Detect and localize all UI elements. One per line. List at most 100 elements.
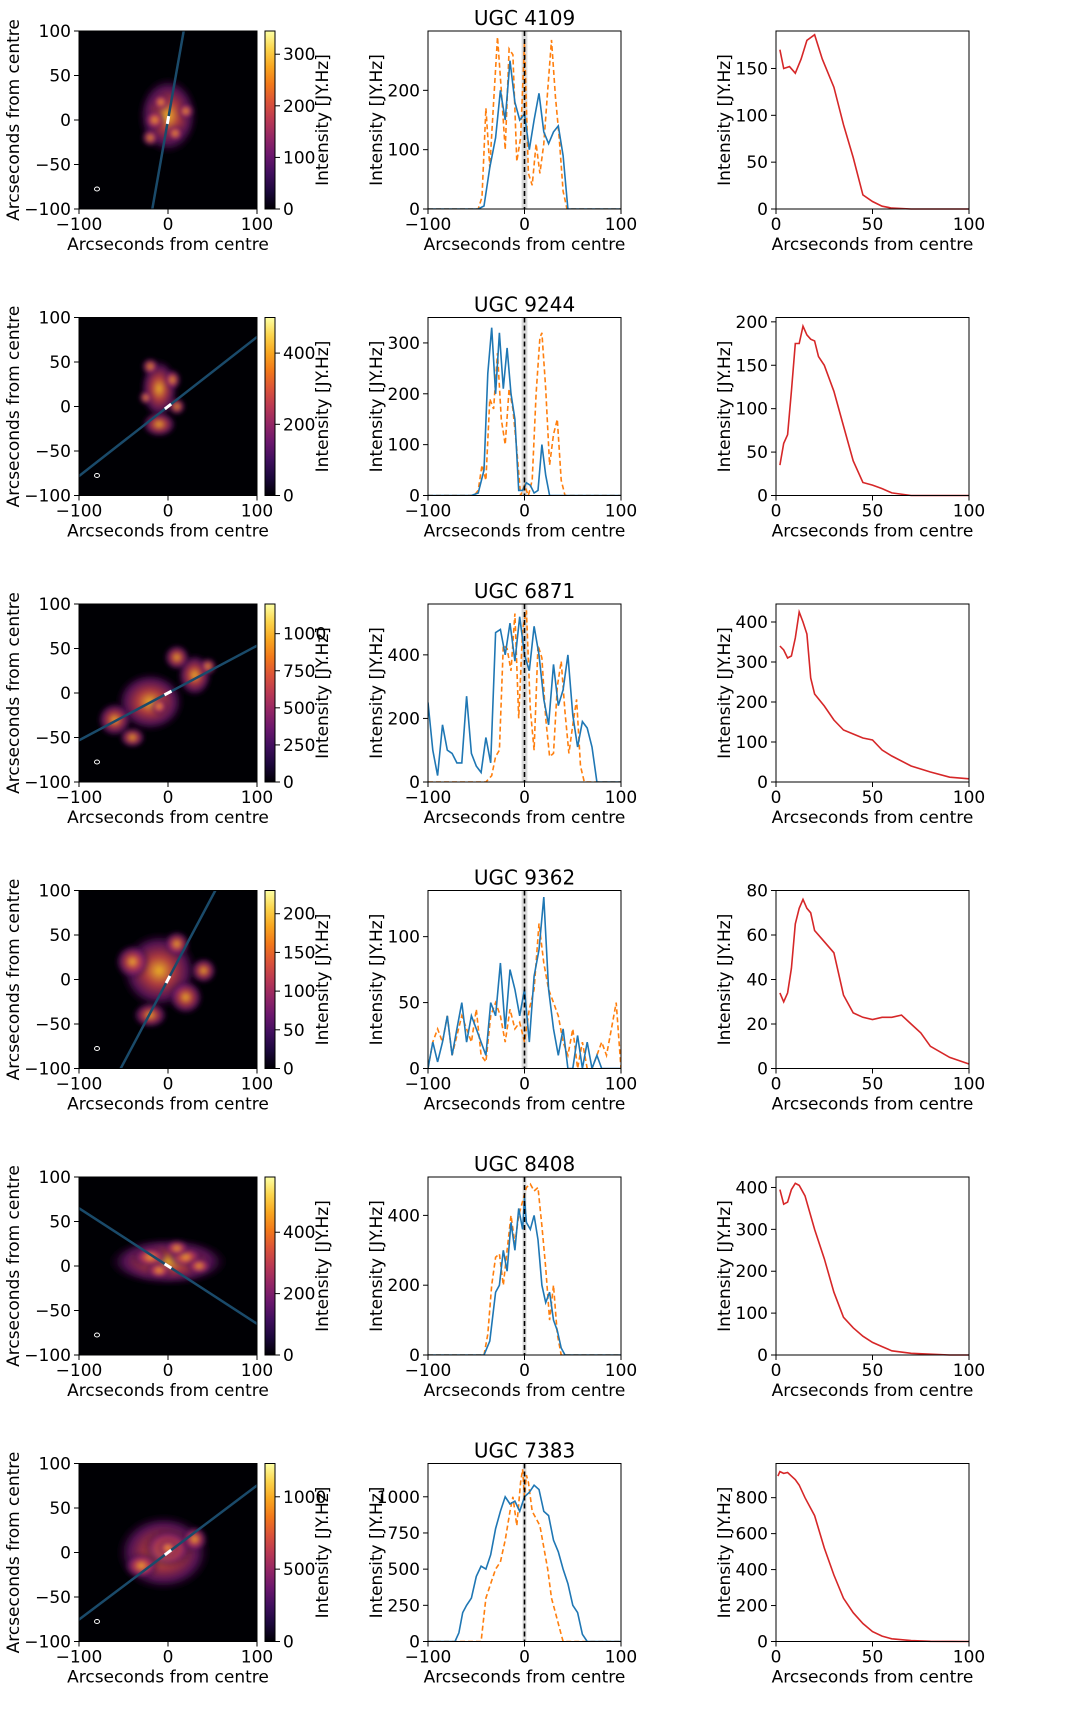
emission-blobs	[105, 1236, 231, 1287]
radial-ylabel: Intensity [JY.Hz]	[715, 341, 735, 473]
profile-xlabel: Arcseconds from centre	[424, 1668, 626, 1688]
profile-xlabel: Arcseconds from centre	[424, 522, 626, 542]
profile-ytick-label: 250	[388, 1596, 420, 1616]
radial-series	[777, 1470, 970, 1643]
colorbar-tick-label: 400	[283, 1223, 315, 1243]
emission-blob	[138, 390, 153, 405]
map-xtick-label: −100	[56, 1075, 103, 1095]
map-xtick-label: 0	[163, 788, 174, 808]
radial-ylabel: Intensity [JY.Hz]	[715, 627, 735, 759]
profile-series-solid	[428, 1197, 621, 1355]
profile-series-dashed	[428, 610, 621, 782]
radial-ytick-label: 300	[736, 653, 768, 673]
beam-ellipse	[94, 473, 100, 478]
radial-ylabel: Intensity [JY.Hz]	[715, 54, 735, 186]
beam-ellipse	[94, 759, 100, 765]
colorbar-tick-label: 100	[283, 148, 315, 168]
profile-ytick-label: 100	[388, 141, 420, 161]
map-ytick-label: −100	[24, 200, 71, 220]
colorbar-tick-label: 0	[283, 200, 294, 220]
radial-xtick-label: 100	[953, 1648, 985, 1668]
profile-ylabel: Intensity [JY.Hz]	[367, 1200, 387, 1332]
colorbar-gradient	[264, 317, 276, 496]
map-xtick-label: 0	[163, 215, 174, 235]
beam-ellipse	[94, 1046, 100, 1051]
map-ytick-label: −100	[24, 773, 71, 793]
radial-xtick-label: 50	[862, 215, 884, 235]
beam-ellipse	[94, 186, 100, 192]
radial-xtick-label: 0	[771, 215, 782, 235]
radial-ytick-label: 400	[736, 613, 768, 633]
map-ytick-label: −50	[35, 1015, 71, 1035]
emission-blob	[163, 369, 182, 391]
radial-ytick-label: 0	[757, 1060, 768, 1080]
radial-ytick-label: 0	[757, 487, 768, 507]
profile-ytick-label: 0	[409, 200, 420, 220]
colorbar-tick-label: 150	[283, 943, 315, 963]
radial-ytick-label: 0	[757, 773, 768, 793]
colorbar-label: Intensity [JY.Hz]	[313, 341, 333, 473]
emission-blob	[143, 109, 166, 131]
profile-ylabel: Intensity [JY.Hz]	[367, 914, 387, 1046]
map-ytick-label: 50	[49, 926, 71, 946]
emission-blob	[185, 1257, 213, 1275]
colorbar-tick-label: 400	[283, 344, 315, 364]
emission-blob	[163, 644, 191, 671]
radial-xtick-label: 50	[862, 1075, 884, 1095]
radial-xtick-label: 0	[771, 1361, 782, 1381]
profile-title: UGC 9362	[474, 866, 575, 890]
map-ytick-label: 50	[49, 640, 71, 660]
radial-xtick-label: 50	[862, 788, 884, 808]
radial-xtick-label: 50	[862, 1648, 884, 1668]
radial-xlabel: Arcseconds from centre	[772, 235, 974, 255]
profile-ytick-label: 750	[388, 1524, 420, 1544]
map-ylabel: Arcseconds from centre	[4, 879, 24, 1081]
colorbar-tick-label: 0	[283, 773, 294, 793]
profile-series-solid	[428, 327, 621, 496]
colorbar-tick-label: 500	[283, 1560, 315, 1580]
map-ytick-label: 0	[60, 398, 71, 418]
radial-ytick-label: 0	[757, 1633, 768, 1653]
profile-xlabel: Arcseconds from centre	[424, 235, 626, 255]
profile-xtick-label: 100	[605, 1648, 637, 1668]
map-ytick-label: 100	[39, 1455, 71, 1475]
profile-series-solid	[428, 897, 621, 1069]
map-ytick-label: 100	[39, 595, 71, 615]
profile-xtick-label: −100	[405, 1648, 452, 1668]
map-ytick-label: 50	[49, 67, 71, 87]
colorbar-gradient	[264, 1176, 276, 1356]
profile-ytick-label: 200	[388, 1276, 420, 1296]
radial-xtick-label: 100	[953, 502, 985, 522]
map-xlabel: Arcseconds from centre	[67, 522, 269, 542]
radial-ytick-label: 50	[746, 153, 768, 173]
radial-ytick-label: 150	[736, 59, 768, 79]
profile-ytick-label: 100	[388, 436, 420, 456]
radial-ylabel: Intensity [JY.Hz]	[715, 1200, 735, 1332]
profile-ytick-label: 200	[388, 81, 420, 101]
map-ytick-label: −100	[24, 487, 71, 507]
profile-title: UGC 7383	[474, 1439, 575, 1463]
map-ytick-label: 0	[60, 111, 71, 131]
colorbar-tick-label: 500	[283, 699, 315, 719]
map-ylabel: Arcseconds from centre	[4, 592, 24, 794]
map-ytick-label: 100	[39, 309, 71, 329]
profile-ytick-label: 400	[388, 646, 420, 666]
centre-marker	[163, 1548, 173, 1557]
map-ytick-label: 100	[39, 882, 71, 902]
map-ytick-label: −50	[35, 156, 71, 176]
profile-xtick-label: 0	[519, 502, 530, 522]
radial-ytick-label: 100	[736, 106, 768, 126]
beam-ellipse	[94, 1332, 100, 1338]
emission-blob	[151, 93, 170, 112]
colorbar-gradient	[264, 890, 276, 1069]
